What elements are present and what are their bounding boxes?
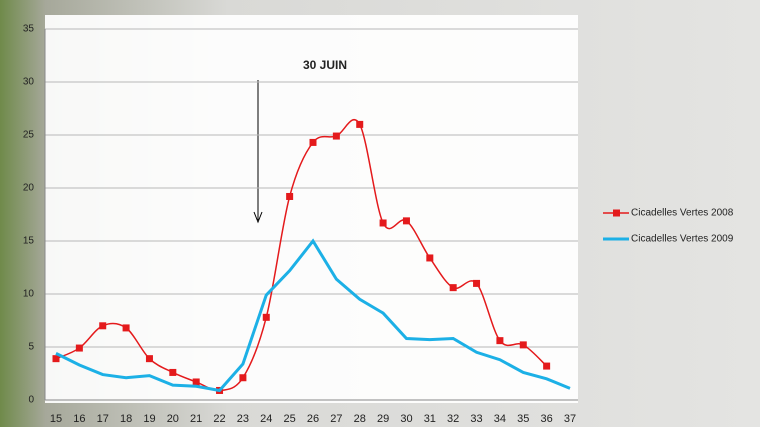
x-tick-label: 31: [424, 413, 436, 425]
x-tick-label: 25: [284, 413, 296, 425]
point-marker: [99, 322, 107, 330]
y-tick-label: 10: [23, 289, 35, 300]
legend-label: Cicadelles Vertes 2008: [631, 208, 734, 219]
x-tick-label: 29: [377, 413, 389, 425]
point-marker: [519, 341, 527, 349]
annotation: 30 JUIN: [303, 58, 347, 72]
point-marker: [426, 254, 434, 262]
point-marker: [145, 355, 153, 363]
x-tick-label: 33: [470, 413, 482, 425]
x-tick-label: 28: [354, 413, 366, 425]
x-tick-label: 20: [167, 413, 179, 425]
x-tick-label: 15: [50, 413, 62, 425]
x-tick-label: 17: [97, 413, 109, 425]
point-marker: [496, 337, 504, 345]
point-marker: [356, 120, 364, 128]
point-marker: [473, 279, 481, 287]
x-tick-label: 36: [541, 413, 553, 425]
point-marker: [449, 284, 457, 292]
x-tick-label: 21: [190, 413, 202, 425]
arrow-head: [253, 211, 263, 224]
point-marker: [262, 313, 270, 321]
point-marker: [122, 324, 130, 332]
x-tick-label: 32: [447, 413, 459, 425]
point-marker: [379, 219, 387, 227]
point-marker: [192, 378, 200, 386]
point-marker: [75, 344, 83, 352]
x-tick-label: 27: [330, 413, 342, 425]
y-tick-label: 30: [23, 77, 35, 88]
legend-marker: [613, 209, 620, 217]
point-marker: [239, 374, 247, 382]
point-marker: [286, 192, 294, 200]
y-tick-label: 35: [23, 24, 35, 35]
y-tick-label: 20: [23, 183, 35, 194]
series-line: [55, 118, 548, 392]
y-tick-label: 25: [23, 130, 35, 141]
x-tick-label: 34: [494, 413, 506, 425]
point-marker: [332, 132, 340, 140]
point-marker: [402, 217, 410, 225]
legend-label: Cicadelles Vertes 2009: [631, 234, 734, 245]
x-tick-label: 22: [213, 413, 225, 425]
point-marker: [169, 368, 177, 376]
x-tick-label: 26: [307, 413, 319, 425]
x-tick-label: 30: [400, 413, 412, 425]
x-tick-label: 16: [73, 413, 85, 425]
y-tick-label: 0: [28, 395, 34, 406]
point-marker: [543, 362, 551, 370]
point-marker: [309, 138, 317, 146]
y-tick-label: 5: [28, 342, 34, 353]
x-tick-label: 19: [143, 413, 155, 425]
x-tick-label: 18: [120, 413, 132, 425]
plot-area: [45, 15, 578, 403]
x-tick-label: 23: [237, 413, 249, 425]
point-marker: [52, 355, 60, 363]
series-line: [55, 238, 571, 393]
x-tick-label: 37: [564, 413, 576, 425]
y-tick-label: 15: [23, 236, 35, 247]
x-tick-label: 35: [517, 413, 529, 425]
x-tick-label: 24: [260, 413, 272, 425]
